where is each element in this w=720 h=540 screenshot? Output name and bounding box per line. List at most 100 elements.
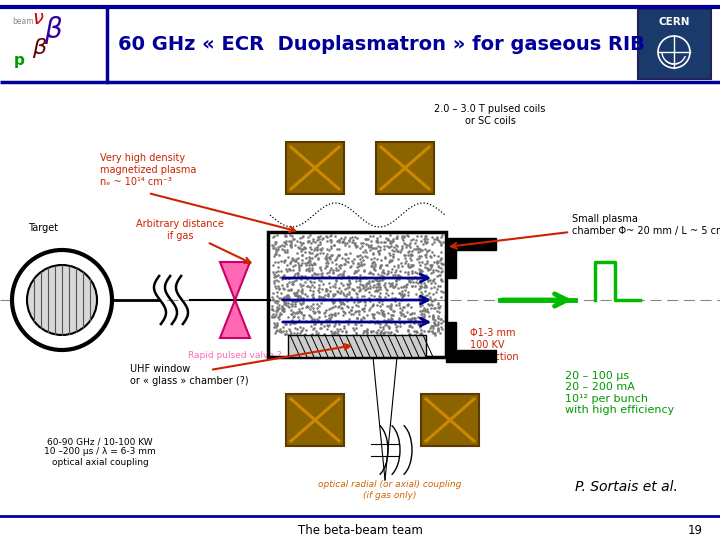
Point [354, 283, 365, 292]
Point [323, 315, 335, 324]
Point [428, 282, 440, 291]
Point [305, 321, 317, 330]
Point [372, 279, 384, 288]
Point [350, 324, 361, 333]
Point [301, 316, 312, 325]
Point [420, 247, 432, 256]
Point [315, 323, 327, 332]
Point [427, 312, 438, 320]
Point [294, 327, 306, 335]
Point [279, 274, 291, 283]
Point [360, 327, 372, 336]
Point [343, 242, 354, 251]
Point [415, 320, 426, 328]
Point [289, 256, 300, 265]
Point [386, 256, 397, 265]
Point [325, 264, 337, 272]
Point [314, 245, 325, 253]
Point [283, 274, 294, 282]
Point [360, 247, 372, 256]
Point [349, 233, 361, 242]
Point [372, 279, 383, 288]
Point [318, 295, 329, 304]
Point [392, 260, 404, 269]
Point [314, 313, 325, 322]
Point [336, 298, 348, 306]
Circle shape [12, 250, 112, 350]
Point [402, 251, 414, 260]
Point [402, 269, 414, 278]
Point [288, 289, 300, 298]
Point [355, 276, 366, 285]
Point [435, 233, 446, 241]
Point [437, 316, 449, 325]
Point [369, 266, 381, 274]
Point [325, 309, 336, 318]
Point [419, 319, 431, 328]
Point [319, 291, 330, 300]
Point [421, 234, 433, 243]
Point [359, 267, 370, 275]
Point [274, 326, 286, 335]
Point [387, 271, 399, 280]
Point [307, 325, 318, 333]
Point [306, 315, 318, 323]
Point [284, 325, 295, 334]
Point [408, 326, 420, 335]
Point [304, 276, 315, 285]
Point [398, 289, 410, 298]
Point [349, 320, 361, 329]
Point [308, 260, 320, 268]
Point [269, 243, 281, 252]
Point [345, 306, 356, 315]
Point [287, 265, 298, 274]
Point [287, 235, 299, 244]
Point [307, 261, 318, 269]
Point [310, 252, 321, 261]
Point [309, 278, 320, 287]
Point [435, 247, 446, 256]
Point [346, 294, 357, 303]
Point [424, 261, 436, 269]
Point [428, 318, 440, 326]
Point [312, 329, 324, 338]
Point [361, 279, 372, 287]
Point [403, 240, 415, 249]
Point [332, 302, 343, 311]
Point [371, 238, 382, 246]
Point [402, 232, 414, 240]
Point [323, 273, 335, 281]
Point [368, 253, 379, 262]
Point [271, 292, 282, 300]
Point [361, 325, 372, 333]
Point [402, 326, 414, 334]
Point [297, 251, 308, 260]
Point [267, 241, 279, 250]
Point [374, 292, 385, 301]
Point [379, 328, 390, 337]
Point [382, 235, 394, 244]
Point [282, 291, 293, 300]
Point [420, 281, 431, 289]
Point [360, 240, 372, 248]
Point [354, 280, 366, 288]
Point [320, 287, 331, 295]
Point [297, 244, 309, 253]
Point [381, 242, 392, 251]
Point [415, 296, 426, 305]
Point [397, 283, 409, 292]
Point [271, 245, 282, 254]
Point [269, 257, 281, 266]
Point [390, 281, 401, 290]
Point [368, 232, 379, 240]
Point [294, 244, 305, 252]
Point [381, 260, 392, 269]
Point [281, 300, 292, 309]
Point [312, 233, 324, 242]
Point [305, 248, 316, 257]
Point [379, 309, 390, 318]
Point [330, 296, 341, 305]
Point [387, 249, 398, 258]
Point [394, 308, 405, 317]
Text: Very high density
magnetized plasma
nₑ ~ 10¹⁴ cm⁻³: Very high density magnetized plasma nₑ ~… [100, 153, 197, 187]
